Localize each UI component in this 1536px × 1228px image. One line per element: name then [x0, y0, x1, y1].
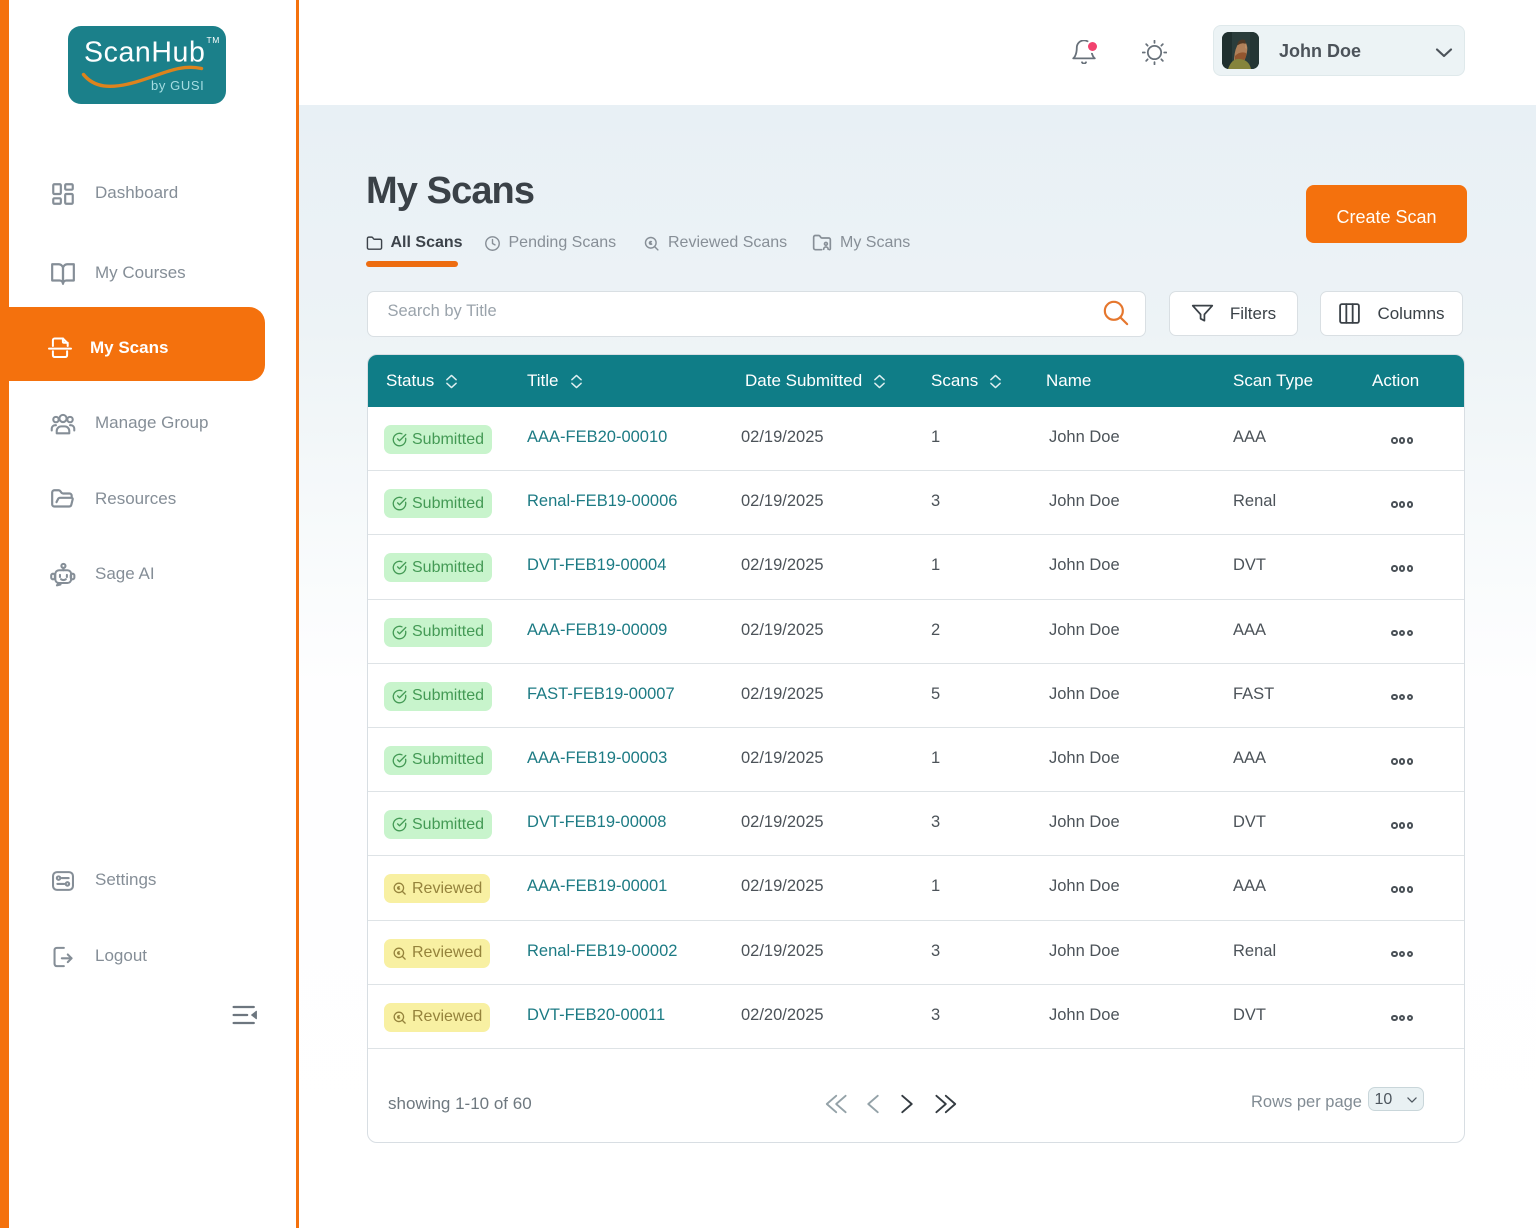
svg-text:by GUSI: by GUSI — [151, 78, 204, 93]
svg-text:TM: TM — [207, 35, 220, 45]
svg-text:ScanHub: ScanHub — [84, 37, 205, 69]
